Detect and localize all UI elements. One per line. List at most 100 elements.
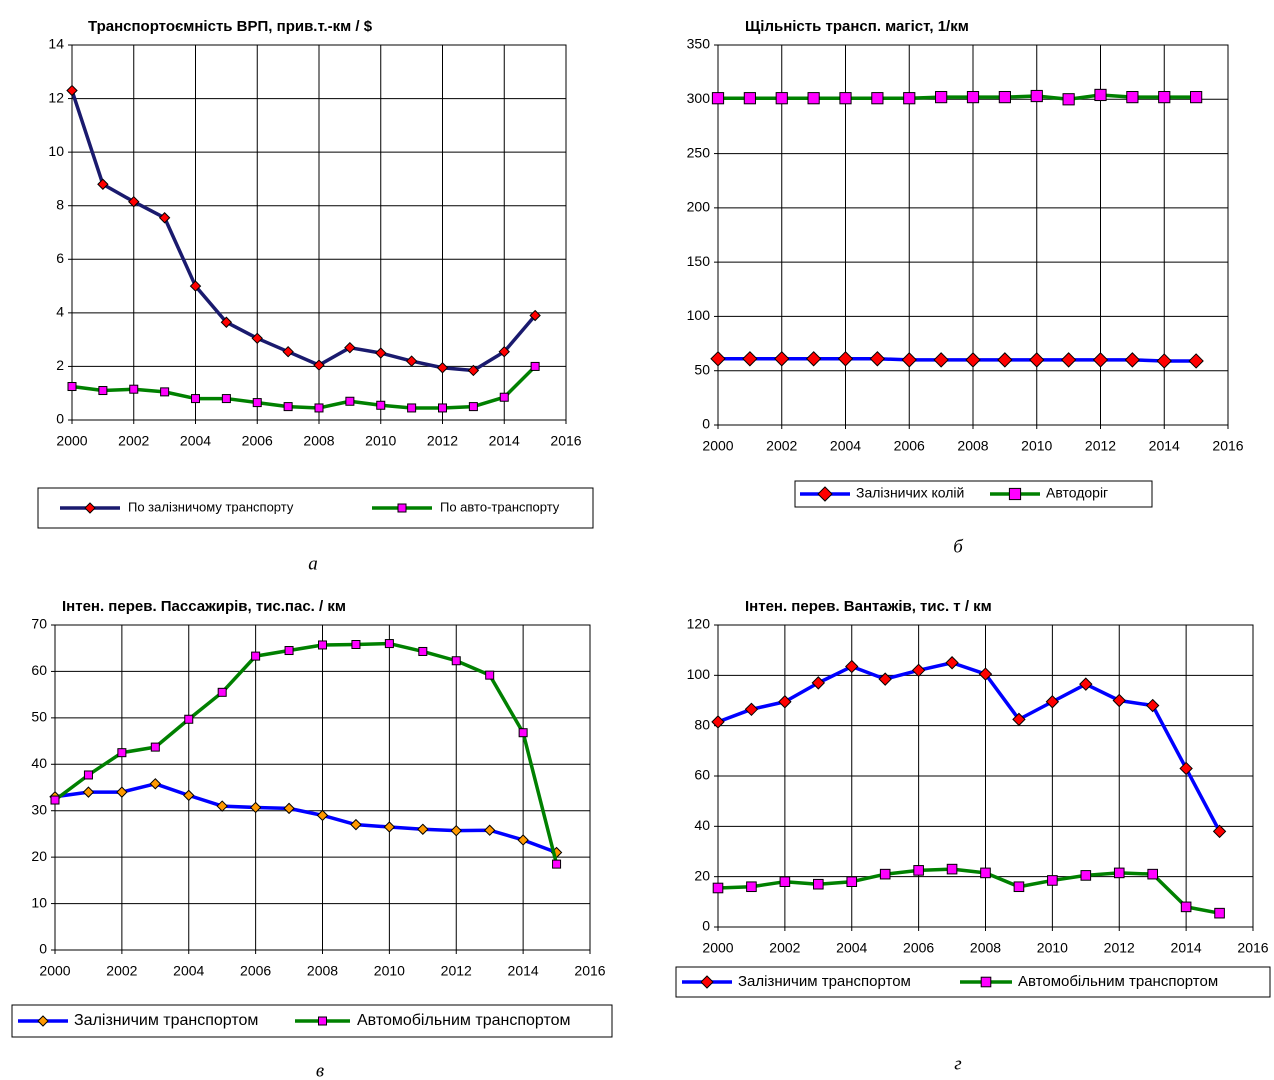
plot-frame: [71, 44, 567, 421]
marker: [252, 398, 262, 408]
marker: [813, 878, 824, 890]
marker: [1062, 93, 1075, 106]
x-tick-label: 2000: [56, 433, 87, 449]
y-tick-label: 0: [702, 918, 710, 934]
marker: [450, 824, 462, 837]
chart-title: Транспортоємність ВРП, прив.т.-км / $: [88, 18, 373, 35]
marker: [438, 403, 447, 413]
marker: [518, 728, 528, 738]
series-line: [71, 365, 537, 410]
x-tick-label: 2000: [39, 963, 70, 979]
marker: [384, 639, 394, 649]
y-tick-label: 120: [687, 616, 711, 632]
x-tick-label: 2010: [365, 433, 396, 449]
y-tick-label: 6: [56, 250, 64, 266]
legend-marker: [318, 1016, 327, 1026]
marker: [845, 659, 859, 674]
marker: [485, 670, 495, 680]
plot-frame: [717, 44, 1229, 426]
y-tick-label: 8: [56, 196, 64, 212]
x-tick-label: 2014: [508, 963, 539, 979]
chart-title: Інтен. перев. Вантажів, тис. т / км: [745, 598, 992, 615]
series-line: [53, 641, 559, 865]
x-tick-label: 2004: [173, 963, 204, 979]
marker: [451, 656, 461, 666]
x-tick-label: 2016: [574, 963, 605, 979]
marker: [221, 394, 231, 404]
marker: [811, 676, 826, 690]
marker: [778, 695, 792, 709]
x-tick-label: 2008: [970, 940, 1001, 956]
y-tick-label: 40: [694, 817, 710, 833]
marker: [871, 92, 884, 105]
chart-title: Інтен. перев. Пассажирів, тис.пас. / км: [62, 598, 346, 615]
marker: [499, 392, 509, 402]
x-tick-label: 2012: [441, 963, 472, 979]
marker: [901, 352, 917, 368]
y-tick-label: 4: [56, 304, 64, 320]
panel-caption: г: [954, 1053, 961, 1074]
y-tick-label: 0: [702, 416, 710, 432]
marker: [116, 786, 128, 798]
marker: [935, 91, 948, 104]
marker: [946, 863, 958, 875]
x-tick-label: 2006: [242, 433, 273, 449]
marker: [375, 347, 387, 359]
marker: [1126, 91, 1139, 104]
marker: [1158, 91, 1171, 104]
marker: [746, 881, 757, 893]
marker: [498, 345, 510, 358]
x-tick-label: 2008: [303, 433, 334, 449]
marker: [149, 778, 162, 790]
marker: [775, 92, 788, 105]
marker: [711, 92, 725, 105]
marker: [903, 92, 916, 105]
marker: [712, 882, 724, 894]
x-tick-label: 2002: [766, 438, 797, 454]
marker: [1094, 88, 1107, 102]
marker: [251, 651, 261, 661]
x-tick-label: 2004: [180, 433, 211, 449]
x-tick-label: 2008: [957, 438, 988, 454]
marker: [82, 786, 95, 798]
legend-marker: [1008, 487, 1022, 501]
x-tick-label: 2010: [1021, 438, 1052, 454]
marker: [344, 341, 356, 354]
legend-marker: [397, 503, 407, 513]
x-tick-label: 2010: [374, 963, 405, 979]
marker: [117, 748, 127, 758]
marker: [467, 364, 480, 377]
marker: [1214, 907, 1225, 919]
x-tick-label: 2008: [307, 963, 338, 979]
marker: [418, 646, 428, 656]
marker: [743, 92, 756, 105]
marker: [283, 402, 293, 412]
marker: [150, 742, 160, 752]
marker: [1147, 868, 1158, 880]
x-tick-label: 2006: [894, 438, 925, 454]
marker: [805, 351, 822, 367]
legend-label: Автодоріг: [1046, 485, 1108, 501]
marker: [407, 403, 417, 413]
legend-box: [794, 480, 1153, 508]
marker: [529, 309, 541, 322]
marker: [998, 91, 1011, 104]
x-tick-label: 2002: [106, 963, 137, 979]
marker: [710, 351, 726, 367]
marker: [436, 362, 449, 374]
marker: [997, 352, 1013, 368]
x-tick-label: 2014: [1149, 438, 1180, 454]
x-tick-label: 2004: [830, 438, 861, 454]
panel-caption: б: [953, 536, 964, 557]
legend-label: По авто-транспорту: [440, 499, 560, 514]
legend-label: Автомобільним транспортом: [357, 1012, 571, 1029]
marker: [98, 386, 108, 396]
y-tick-label: 250: [687, 144, 711, 160]
marker: [251, 332, 263, 345]
marker: [1179, 761, 1193, 776]
series-line: [718, 357, 1197, 363]
x-tick-label: 2014: [1171, 940, 1202, 956]
chart-title: Щільність трансп. магіст, 1/км: [745, 18, 969, 35]
x-tick-label: 2006: [903, 940, 934, 956]
panel-caption: а: [308, 553, 318, 574]
